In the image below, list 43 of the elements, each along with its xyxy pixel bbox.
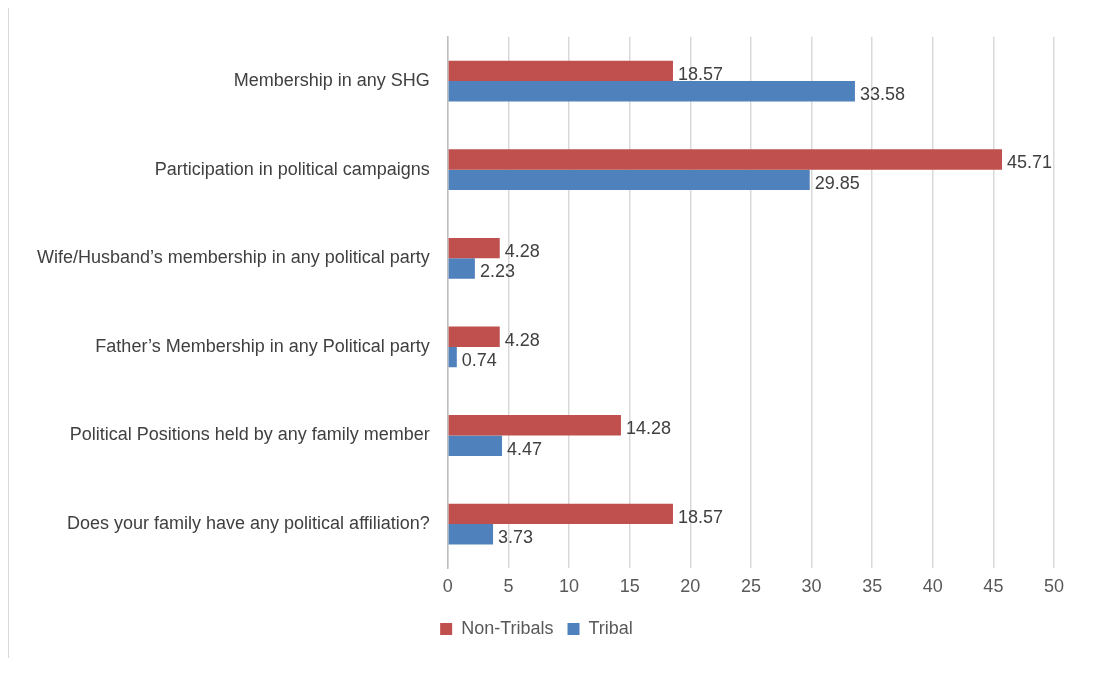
y-tick-label: Does your family have any political affiliation?: [66, 513, 430, 534]
y-tick-label: Political Positions held by any family member: [69, 424, 430, 445]
x-tick-label: 0: [442, 576, 453, 597]
x-tick-label: 15: [619, 576, 640, 597]
data-label: 4.28: [504, 241, 540, 262]
data-label: 45.71: [1006, 152, 1053, 173]
bar: [448, 258, 475, 279]
data-label: 33.58: [859, 84, 905, 105]
x-tick-label: 25: [740, 576, 761, 597]
bar: [448, 503, 673, 525]
data-label: 4.28: [504, 329, 540, 350]
bar: [448, 237, 500, 259]
y-tick-label: Father’s Membership in any Political party: [95, 335, 430, 356]
data-label: 0.74: [461, 350, 497, 371]
bar: [448, 81, 855, 102]
data-label: 14.28: [625, 418, 672, 439]
bar: [448, 524, 494, 545]
y-tick-label: Wife/Husband’s membership in any political party: [36, 247, 430, 268]
bar: [448, 435, 503, 456]
bar: [448, 415, 621, 436]
bar: [448, 149, 1002, 170]
data-label: 4.47: [507, 438, 543, 459]
bar: [448, 60, 673, 82]
y-tick-label: Membership in any SHG: [233, 70, 430, 91]
legend-label: Non-Tribals: [461, 617, 554, 638]
bar: [448, 169, 810, 191]
x-tick-label: 20: [680, 576, 701, 597]
x-tick-label: 35: [862, 576, 883, 597]
data-label: 18.57: [677, 506, 724, 527]
x-tick-label: 10: [559, 576, 580, 597]
x-tick-label: 45: [983, 576, 1004, 597]
x-tick-label: 40: [922, 576, 943, 597]
data-label: 3.73: [498, 527, 534, 548]
x-tick-label: 50: [1043, 576, 1065, 597]
y-tick-label: Participation in political campaigns: [154, 158, 430, 179]
x-tick-label: 5: [503, 576, 514, 597]
data-label: 18.57: [677, 63, 724, 84]
bar: [448, 346, 457, 368]
bar: [448, 326, 500, 347]
legend-label: Tribal: [588, 617, 633, 638]
x-tick-label: 30: [801, 576, 822, 597]
data-label: 29.85: [814, 172, 860, 193]
data-label: 2.23: [479, 261, 515, 282]
